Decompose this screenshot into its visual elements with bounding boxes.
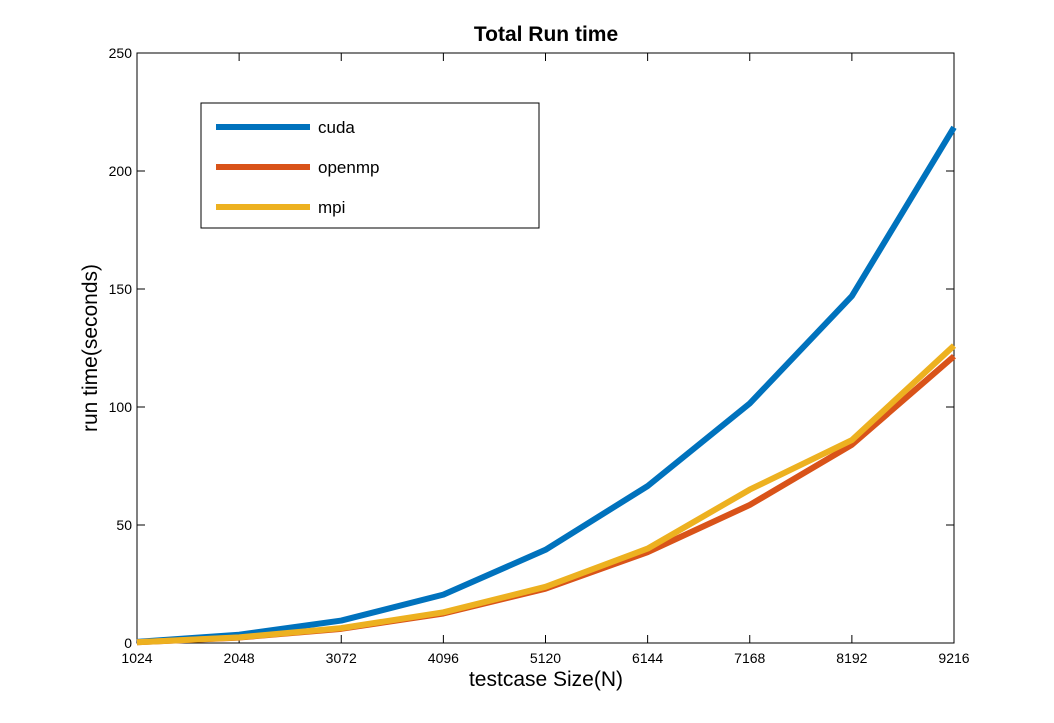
x-tick-label: 6144: [632, 650, 663, 666]
y-tick-label: 0: [124, 635, 132, 651]
x-axis-label: testcase Size(N): [469, 668, 623, 691]
y-tick-label: 250: [109, 45, 133, 61]
y-tick-label: 100: [109, 399, 133, 415]
series-line-openmp: [136, 353, 956, 646]
x-tick-label: 1024: [121, 650, 152, 666]
plot-area: [136, 52, 957, 646]
x-tick-label: 5120: [530, 650, 561, 666]
x-tick-label: 4096: [428, 650, 459, 666]
x-tick-label: 7168: [734, 650, 765, 666]
tick-labels: 1024 2048 3072 4096 5120 6144 7168 8192 9216 0 50 1…: [109, 45, 970, 666]
series-line-cuda: [136, 125, 957, 645]
x-tick-label: 3072: [326, 650, 357, 666]
chart-title: Total Run time: [474, 23, 618, 46]
legend: cuda openmp mpi: [200, 102, 540, 229]
axis-ticks: [136, 52, 955, 644]
legend-label-cuda: cuda: [318, 118, 355, 137]
y-tick-label: 50: [116, 517, 132, 533]
x-tick-label: 9216: [938, 650, 969, 666]
legend-label-openmp: openmp: [318, 158, 379, 177]
x-tick-label: 2048: [224, 650, 255, 666]
y-tick-label: 150: [109, 281, 133, 297]
y-tick-label: 200: [109, 163, 133, 179]
series-line-mpi: [136, 343, 957, 646]
x-tick-label: 8192: [836, 650, 867, 666]
series-lines: [136, 125, 957, 646]
y-axis-label: run time(seconds): [79, 264, 102, 432]
legend-label-mpi: mpi: [318, 198, 345, 217]
